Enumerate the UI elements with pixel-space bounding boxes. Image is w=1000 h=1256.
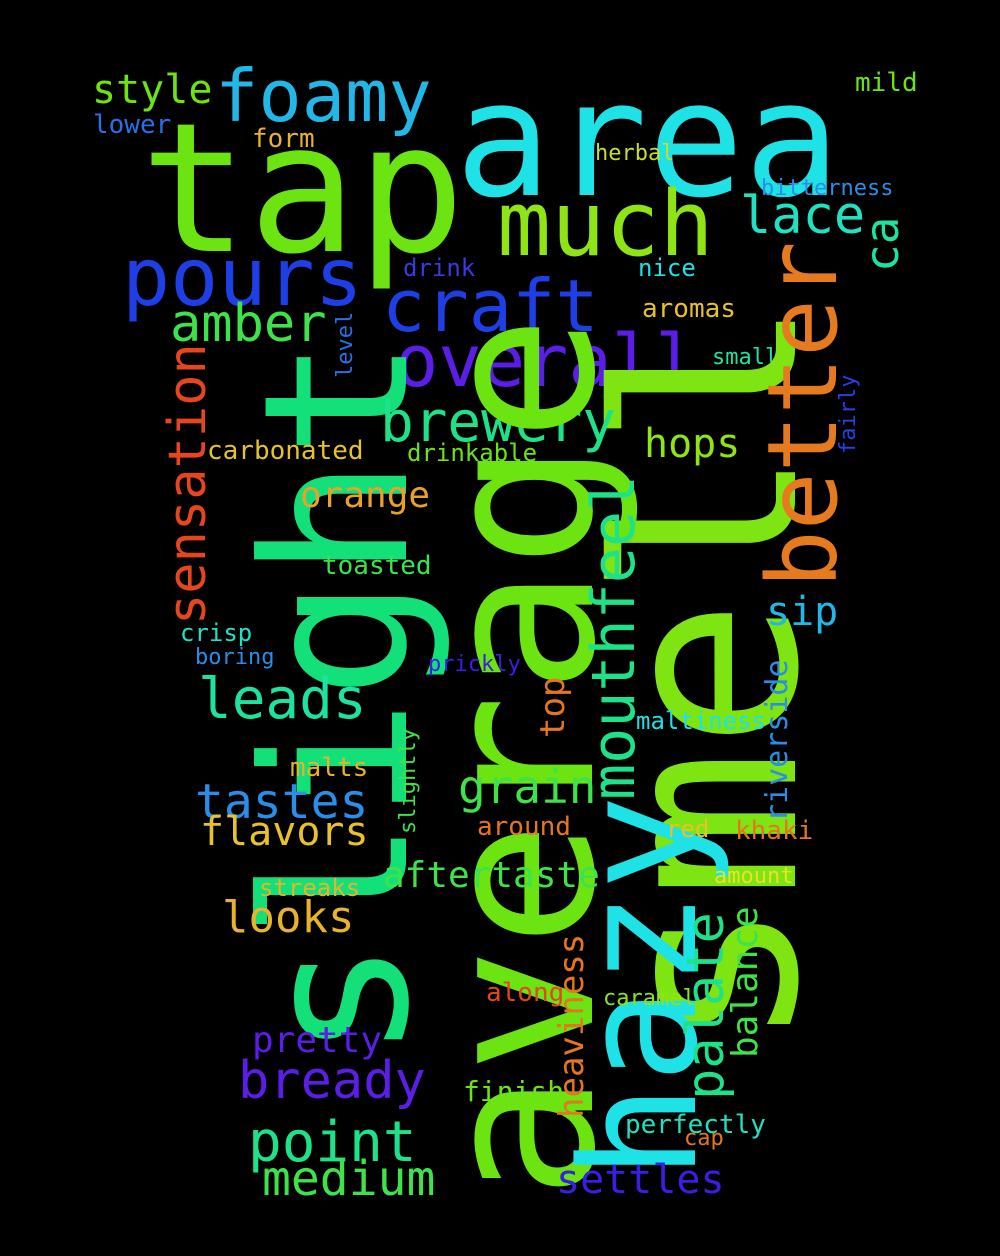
word-pours: pours [122, 231, 363, 324]
word-cap: cap [684, 1126, 724, 1151]
word-carbonated: carbonated [207, 436, 364, 466]
word-balance: balance [725, 906, 766, 1058]
word-pretty: pretty [252, 1020, 383, 1061]
word-aromas: aromas [642, 294, 736, 324]
word-nice: nice [638, 254, 696, 282]
word-flavors: flavors [200, 809, 369, 855]
word-sensation: sensation [158, 343, 218, 625]
word-small: small [712, 345, 779, 370]
word-amber: amber [170, 294, 327, 354]
word-point: point [248, 1110, 417, 1175]
word-foamy: foamy [215, 54, 432, 138]
word-toasted: toasted [322, 551, 432, 581]
word-amount: amount [714, 864, 794, 889]
word-around: around [477, 812, 571, 842]
word-finish: finish [463, 1075, 565, 1108]
word-perfectly: perfectly [625, 1110, 766, 1140]
word-drinkable: drinkable [407, 439, 538, 467]
word-leads: leads [198, 667, 367, 732]
word-craft: craft [382, 264, 599, 348]
word-orange: orange [300, 475, 431, 516]
word-hops: hops [644, 421, 741, 467]
word-much: much [497, 172, 714, 277]
word-lower: lower [93, 110, 172, 140]
word-slightly: slightly [396, 728, 421, 834]
word-riverside: riverside [760, 659, 795, 822]
word-sip: sip [766, 589, 839, 635]
word-top: top [533, 676, 573, 738]
word-medium: medium [262, 1151, 436, 1207]
word-mouthfeel: mouthfeel [579, 474, 649, 800]
word-maltiness: maltiness [636, 707, 767, 735]
word-streaks: streaks [259, 874, 361, 902]
word-malts: malts [290, 753, 369, 783]
word-boring: boring [195, 645, 275, 670]
word-mild: mild [855, 68, 918, 98]
word-better: better [747, 241, 859, 588]
word-settles: settles [556, 1157, 725, 1203]
word-prickly: prickly [428, 652, 521, 677]
word-khaki: khaki [735, 816, 814, 846]
word-red: red [666, 815, 710, 843]
word-along: along [486, 978, 565, 1008]
word-lace: lace [740, 186, 866, 246]
word-style: style [92, 67, 213, 113]
word-brewery: brewery [380, 390, 617, 455]
word-tap: tap [140, 85, 466, 294]
word-looks: looks [222, 892, 355, 943]
word-herbal: herbal [595, 141, 675, 166]
word-area: area [455, 46, 841, 233]
word-bitterness: bitterness [761, 176, 894, 201]
word-crisp: crisp [180, 619, 253, 647]
word-grain: grain [458, 760, 597, 814]
word-drink: drink [403, 254, 476, 282]
word-overall: overall [395, 319, 699, 403]
word-bready: bready [238, 1051, 426, 1111]
word-tastes: tastes [195, 774, 369, 830]
word-aftertaste: aftertaste [383, 855, 600, 896]
word-form: form [252, 124, 315, 154]
word-ca: ca [855, 216, 909, 272]
word-caramel: caramel [603, 986, 696, 1011]
